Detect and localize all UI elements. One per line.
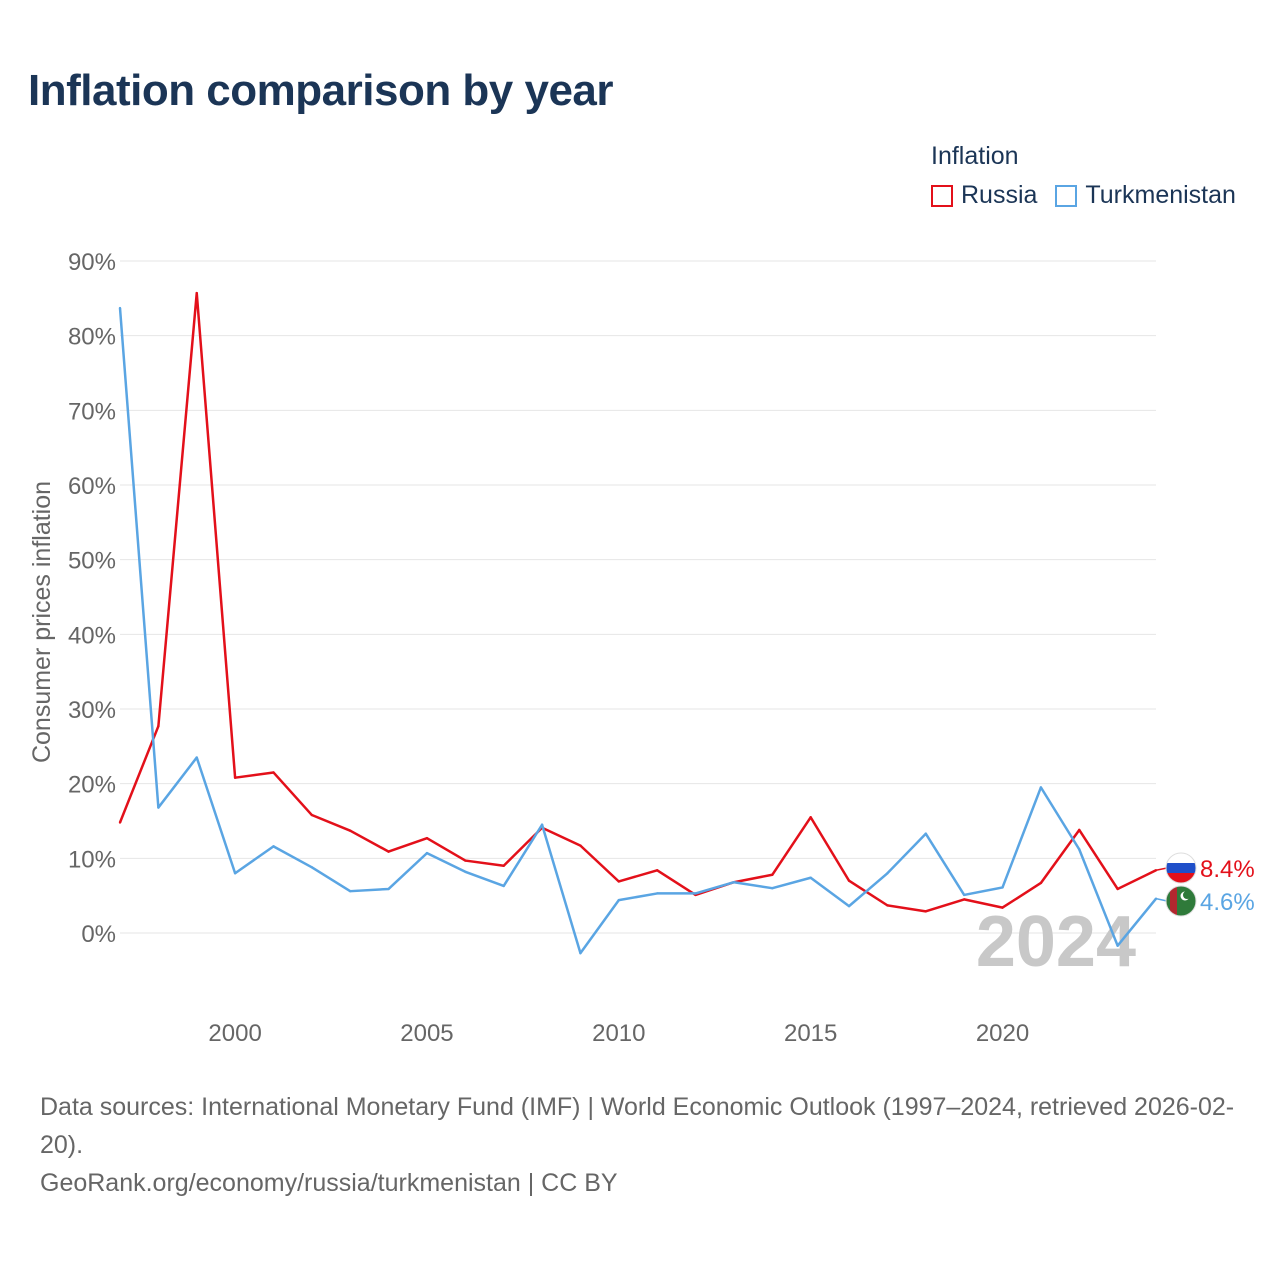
y-tick-label: 30% (68, 697, 116, 724)
data-point-turkmenistan (732, 881, 736, 884)
data-point-russia (886, 904, 889, 907)
y-tick-label: 90% (68, 249, 116, 276)
data-point-turkmenistan (1116, 944, 1119, 947)
legend-swatch-turkmenistan (1055, 184, 1078, 207)
legend-label-russia: Russia (961, 181, 1038, 209)
data-point-turkmenistan (962, 893, 966, 897)
y-tick-label: 60% (68, 473, 116, 500)
legend-item-russia[interactable]: Russia (931, 181, 1037, 210)
data-point-turkmenistan (1001, 886, 1004, 889)
data-point-russia (962, 898, 966, 901)
data-point-turkmenistan (771, 887, 774, 890)
y-tick-label: 0% (81, 921, 116, 948)
data-point-russia (425, 836, 429, 840)
x-tick-label: 2005 (400, 1020, 453, 1047)
y-axis-label: Consumer prices inflation (28, 481, 56, 763)
russia-end-connector (1155, 867, 1168, 872)
line-chart: 0% 10% 20% 30% 40% 50% 60% 70% 80% 90% 2000 2005 201… (28, 249, 1255, 1047)
legend-title: Inflation (931, 142, 1019, 170)
data-point-turkmenistan (886, 872, 889, 875)
turkmenistan-flag-icon (1166, 886, 1196, 916)
data-point-russia (617, 880, 621, 883)
data-point-russia (502, 864, 505, 867)
year-watermark: 2024 (976, 902, 1136, 982)
data-point-russia (157, 724, 160, 728)
russia-flag-icon (1166, 853, 1196, 883)
data-point-russia (464, 859, 467, 862)
legend-label-turkmenistan: Turkmenistan (1085, 181, 1236, 209)
data-point-turkmenistan (502, 884, 505, 888)
y-tick-label: 70% (68, 398, 116, 425)
data-point-turkmenistan (1078, 848, 1081, 851)
data-point-turkmenistan (425, 851, 429, 855)
x-tick-label: 2000 (208, 1020, 261, 1047)
data-point-russia (272, 771, 275, 774)
data-source-note: Data sources: International Monetary Fun… (40, 1088, 1250, 1202)
data-point-turkmenistan (809, 876, 812, 879)
data-point-turkmenistan (118, 306, 122, 310)
data-point-russia (118, 821, 122, 824)
y-tick-label: 10% (68, 846, 116, 873)
data-point-turkmenistan (272, 845, 275, 848)
data-point-turkmenistan (157, 806, 160, 809)
data-point-russia (233, 776, 237, 779)
data-point-russia (1039, 881, 1043, 885)
data-point-russia (1116, 887, 1119, 891)
x-tick-label: 2015 (784, 1020, 837, 1047)
y-tick-label: 50% (68, 548, 116, 575)
legend: Inflation Russia Turkmenistan (931, 142, 1254, 210)
data-point-turkmenistan (617, 898, 621, 902)
data-point-turkmenistan (464, 870, 467, 873)
data-point-russia (655, 869, 659, 872)
data-point-turkmenistan (579, 951, 582, 955)
data-point-turkmenistan (233, 872, 237, 875)
data-point-russia (771, 873, 774, 876)
data-point-russia (310, 813, 314, 817)
data-point-russia (809, 816, 812, 819)
attribution-line: GeoRank.org/economy/russia/turkmenistan … (40, 1169, 618, 1197)
y-tick-label: 40% (68, 622, 116, 649)
data-point-turkmenistan (195, 756, 198, 759)
x-tick-label: 2020 (976, 1020, 1029, 1047)
x-tick-label: 2010 (592, 1020, 645, 1047)
turkmenistan-end-value-label: 4.6% (1200, 889, 1255, 916)
data-point-russia (387, 850, 390, 853)
data-point-turkmenistan (694, 892, 697, 895)
series-line-turkmenistan (118, 307, 1157, 955)
data-point-turkmenistan (1039, 786, 1043, 789)
data-point-russia (847, 879, 851, 882)
data-point-russia (579, 844, 582, 847)
data-point-turkmenistan (655, 892, 659, 895)
data-point-russia (1001, 906, 1004, 909)
chart-title: Inflation comparison by year (28, 66, 614, 115)
data-source-line: Data sources: International Monetary Fun… (40, 1093, 1235, 1159)
y-tick-label: 80% (68, 324, 116, 351)
data-point-turkmenistan (310, 866, 314, 869)
turkmenistan-end-connector (1155, 897, 1168, 902)
data-point-russia (924, 910, 927, 913)
series-line-russia (118, 291, 1157, 913)
data-point-turkmenistan (349, 889, 352, 893)
data-point-russia (349, 829, 352, 832)
data-point-turkmenistan (847, 904, 851, 908)
data-point-turkmenistan (540, 823, 544, 826)
data-point-turkmenistan (924, 832, 927, 835)
russia-end-value-label: 8.4% (1200, 856, 1255, 883)
legend-item-turkmenistan[interactable]: Turkmenistan (1055, 181, 1236, 210)
data-point-russia (1078, 828, 1081, 832)
turkmenistan-flag-outline (1165, 885, 1197, 917)
legend-swatch-russia (931, 184, 953, 207)
data-point-russia (195, 291, 198, 295)
y-tick-label: 20% (68, 772, 116, 799)
data-point-turkmenistan (387, 887, 390, 891)
russia-flag-outline (1165, 852, 1197, 884)
